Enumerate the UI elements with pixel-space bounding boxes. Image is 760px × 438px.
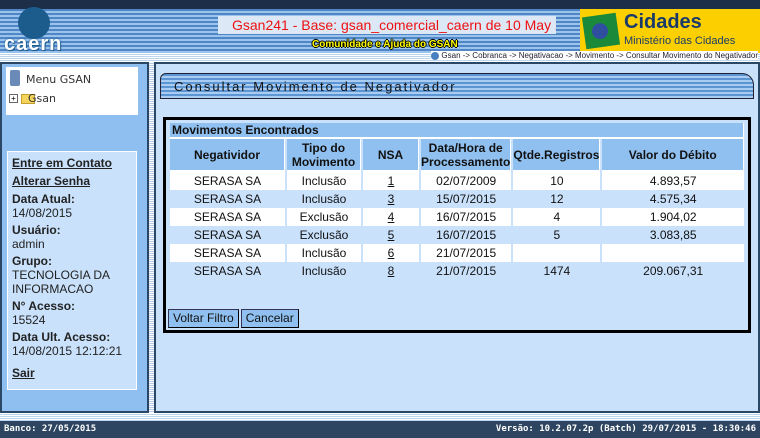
nsa-link[interactable]: 5	[387, 228, 395, 242]
valor-cell	[602, 244, 744, 262]
divider	[149, 62, 154, 413]
folder-icon	[21, 94, 35, 104]
col-qtde: Qtde.Registros	[513, 139, 601, 172]
qtde-cell: 10	[513, 172, 601, 190]
nsa-link[interactable]: 6	[387, 246, 395, 260]
tipo-cell: Inclusão	[287, 262, 361, 280]
negativador-cell: SERASA SA	[170, 208, 285, 226]
brazil-flag-icon	[581, 12, 621, 50]
valor-cell: 209.067,31	[602, 262, 744, 280]
qtde-cell: 5	[513, 226, 601, 244]
nsa-link[interactable]: 3	[387, 192, 395, 206]
cancel-button[interactable]: Cancelar	[240, 309, 299, 328]
caern-logo: caern	[4, 7, 64, 55]
version-info: Versão: 10.2.07.2p (Batch) 29/07/2015 - …	[495, 424, 756, 434]
database-date: Banco: 27/05/2015	[4, 424, 97, 434]
nsa-cell: 5	[363, 226, 419, 244]
tipo-cell: Inclusão	[287, 190, 361, 208]
results-table: Movimentos Encontrados Negatividor Tipo …	[168, 123, 746, 280]
negativador-cell: SERASA SA	[170, 226, 285, 244]
data-cell: 16/07/2015	[421, 208, 512, 226]
table-row: SERASA SA Inclusão 6 21/07/2015	[170, 244, 744, 262]
table-row: SERASA SA Inclusão 8 21/07/2015 1474 209.067,…	[170, 262, 744, 280]
user-info: Entre em Contato Alterar Senha Data Atua…	[7, 151, 137, 390]
valor-cell: 3.083,85	[602, 226, 744, 244]
col-data: Data/Hora de Processamento	[421, 139, 512, 172]
nsa-cell: 6	[363, 244, 419, 262]
negativador-cell: SERASA SA	[170, 190, 285, 208]
qtde-cell: 12	[513, 190, 601, 208]
sidebar: Menu GSAN + Gsan Entre em Contato Altera…	[0, 62, 149, 413]
contact-link[interactable]: Entre em Contato	[12, 156, 113, 170]
data-cell: 21/07/2015	[421, 244, 512, 262]
qtde-cell	[513, 244, 601, 262]
nsa-cell: 3	[363, 190, 419, 208]
main-panel: Consultar Movimento de Negativador Movim…	[154, 62, 760, 413]
nsa-link[interactable]: 4	[387, 210, 395, 224]
data-cell: 21/07/2015	[421, 262, 512, 280]
menu-tree: Menu GSAN + Gsan	[6, 67, 138, 115]
col-nsa: NSA	[363, 139, 419, 172]
valor-cell: 4.893,57	[602, 172, 744, 190]
col-valor: Valor do Débito	[602, 139, 744, 172]
nsa-link[interactable]: 8	[387, 264, 395, 278]
ministry-logo: Cidades Ministério das Cidades	[580, 9, 760, 53]
change-password-link[interactable]: Alterar Senha	[12, 174, 91, 188]
logout-link[interactable]: Sair	[12, 366, 35, 380]
nsa-cell: 4	[363, 208, 419, 226]
top-bar	[0, 0, 760, 9]
table-row: SERASA SA Exclusão 4 16/07/2015 4 1.904,02	[170, 208, 744, 226]
qtde-cell: 1474	[513, 262, 601, 280]
expand-icon[interactable]: +	[9, 94, 18, 103]
nsa-link[interactable]: 1	[387, 174, 395, 188]
results-box: Movimentos Encontrados Negatividor Tipo …	[163, 117, 751, 333]
valor-cell: 1.904,02	[602, 208, 744, 226]
negativador-cell: SERASA SA	[170, 172, 285, 190]
table-row: SERASA SA Inclusão 3 15/07/2015 12 4.575,34	[170, 190, 744, 208]
help-icon[interactable]	[431, 51, 440, 60]
table-row: SERASA SA Inclusão 1 02/07/2009 10 4.893,57	[170, 172, 744, 190]
tipo-cell: Inclusão	[287, 172, 361, 190]
back-filter-button[interactable]: Voltar Filtro	[168, 309, 239, 328]
page-title: Consultar Movimento de Negativador	[160, 73, 754, 99]
negativador-cell: SERASA SA	[170, 244, 285, 262]
nsa-cell: 8	[363, 262, 419, 280]
tipo-cell: Exclusão	[287, 208, 361, 226]
data-cell: 16/07/2015	[421, 226, 512, 244]
col-tipo: Tipo do Movimento	[287, 139, 361, 172]
tipo-cell: Inclusão	[287, 244, 361, 262]
qtde-cell: 4	[513, 208, 601, 226]
menu-gsan-label: Menu GSAN	[26, 73, 92, 86]
table-caption: Movimentos Encontrados	[170, 123, 744, 139]
nsa-cell: 1	[363, 172, 419, 190]
valor-cell: 4.575,34	[602, 190, 744, 208]
tipo-cell: Exclusão	[287, 226, 361, 244]
data-cell: 02/07/2009	[421, 172, 512, 190]
breadcrumb: Gsan -> Cobranca -> Negativacao -> Movim…	[431, 51, 758, 60]
tree-item-gsan[interactable]: Gsan	[28, 92, 56, 105]
footer: Banco: 27/05/2015 Versão: 10.2.07.2p (Ba…	[0, 421, 760, 438]
data-cell: 15/07/2015	[421, 190, 512, 208]
negativador-cell: SERASA SA	[170, 262, 285, 280]
community-link[interactable]: Comunidade e Ajuda do GSAN	[312, 39, 458, 50]
app-title: Gsan241 - Base: gsan_comercial_caern de …	[218, 16, 556, 34]
table-row: SERASA SA Exclusão 5 16/07/2015 5 3.083,85	[170, 226, 744, 244]
col-negativador: Negatividor	[170, 139, 285, 172]
menu-icon	[10, 70, 20, 86]
